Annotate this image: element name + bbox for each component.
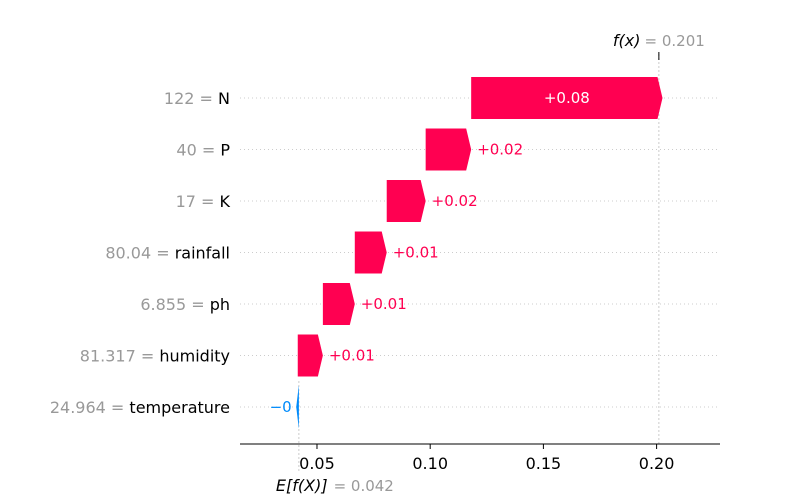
- annotations: f(x) = 0.201 E[f(X)] = 0.042: [276, 31, 705, 495]
- base-value-annotation: E[f(X)] = 0.042: [276, 476, 394, 495]
- feature-label: 81.317 = humidity: [80, 347, 230, 366]
- feature-label: 6.855 = ph: [140, 295, 230, 314]
- feature-label: 24.964 = temperature: [50, 398, 230, 417]
- base-label: E[f(X)]: [276, 476, 328, 495]
- feature-value: 17: [176, 192, 196, 211]
- equals-sign: =: [197, 141, 221, 160]
- contribution-label: +0.01: [329, 347, 375, 365]
- waterfall-bar: [386, 180, 426, 222]
- x-tick-label: 0.05: [299, 454, 335, 473]
- bars-layer: +0.08 +0.02 +0.02 +0.01 +0.01 +0.01 −0: [270, 77, 663, 428]
- feature-labels: 122 = N 40 = P 17 = K 80.04 = rainfall 6.855…: [50, 89, 231, 417]
- feature-name: temperature: [129, 398, 230, 417]
- waterfall-bar: [354, 231, 387, 274]
- feature-label: 80.04 = rainfall: [105, 244, 230, 263]
- waterfall-bar: [297, 334, 323, 377]
- feature-value: 6.855: [140, 295, 186, 314]
- feature-value: 81.317: [80, 347, 136, 366]
- feature-label: 122 = N: [164, 89, 230, 108]
- contribution-label: +0.02: [432, 192, 478, 210]
- feature-value: 40: [176, 141, 196, 160]
- x-axis: 0.05 0.10 0.15 0.20: [240, 443, 720, 473]
- x-tick-label: 0.15: [526, 454, 562, 473]
- feature-name: N: [218, 89, 230, 108]
- equals-sign: =: [136, 347, 160, 366]
- feature-name: ph: [210, 295, 230, 314]
- output-value-annotation: f(x) = 0.201: [613, 31, 705, 50]
- equals-sign: =: [186, 295, 210, 314]
- contribution-label: +0.08: [544, 89, 590, 107]
- output-label: f(x): [613, 31, 641, 50]
- equals-sign: =: [196, 192, 220, 211]
- feature-name: rainfall: [175, 244, 230, 263]
- waterfall-bar: [471, 77, 663, 119]
- output-value: = 0.201: [645, 32, 705, 50]
- contribution-label: +0.01: [393, 244, 439, 262]
- equals-sign: =: [106, 398, 130, 417]
- feature-name: K: [220, 192, 231, 211]
- contribution-label: +0.01: [361, 295, 407, 313]
- base-value: = 0.042: [334, 477, 394, 495]
- feature-label: 17 = K: [176, 192, 231, 211]
- contribution-label: +0.02: [477, 141, 523, 159]
- waterfall-bar: [296, 386, 299, 428]
- feature-name: P: [220, 141, 230, 160]
- feature-value: 24.964: [50, 398, 106, 417]
- x-tick-label: 0.10: [412, 454, 448, 473]
- equals-sign: =: [151, 244, 175, 263]
- waterfall-bar: [425, 128, 472, 171]
- contribution-label: −0: [270, 398, 292, 416]
- feature-value: 122: [164, 89, 195, 108]
- equals-sign: =: [194, 89, 218, 108]
- feature-name: humidity: [159, 347, 230, 366]
- feature-label: 40 = P: [176, 141, 230, 160]
- feature-value: 80.04: [105, 244, 151, 263]
- x-tick-label: 0.20: [639, 454, 675, 473]
- waterfall-bar: [322, 283, 355, 325]
